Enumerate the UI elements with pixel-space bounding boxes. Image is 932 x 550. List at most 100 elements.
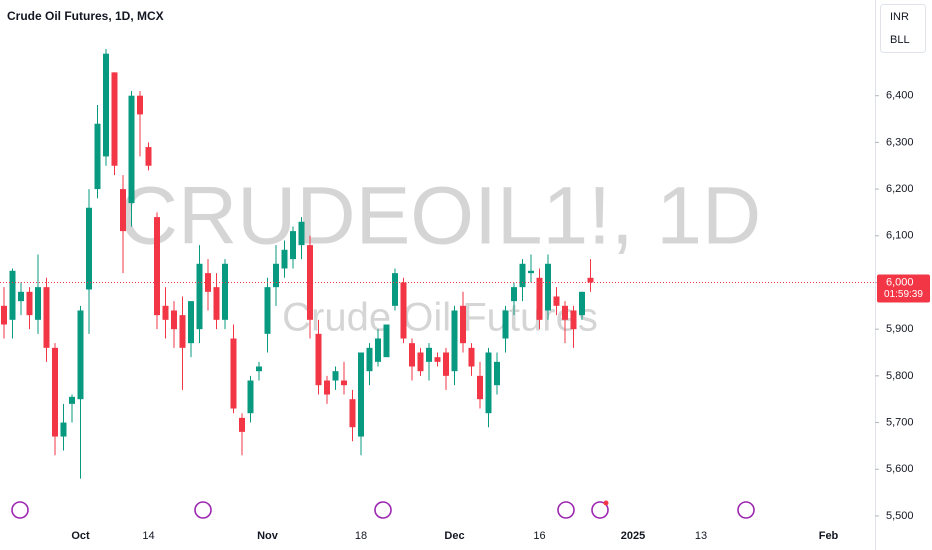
candle-body <box>162 305 169 320</box>
candle-body <box>553 296 560 306</box>
candle-body <box>324 380 330 395</box>
plot-area <box>0 49 875 479</box>
candle-body <box>426 347 432 362</box>
candle-body <box>137 95 143 115</box>
y-tick-label: 6,300 <box>886 136 914 148</box>
x-tick-label: 14 <box>142 530 154 542</box>
candle-body <box>9 270 16 320</box>
candle-body <box>26 291 33 316</box>
candle-body <box>1 305 7 325</box>
candle-body <box>417 352 424 372</box>
candle-body <box>443 352 449 376</box>
event-icon[interactable] <box>11 501 29 519</box>
candle-body <box>35 287 41 320</box>
y-tick-label: 5,900 <box>886 323 914 335</box>
candle-body <box>434 357 441 362</box>
candle-body <box>332 371 339 381</box>
x-tick-label: 13 <box>695 530 707 542</box>
candle-body <box>485 352 492 414</box>
candle-body <box>494 361 500 386</box>
candle-body <box>111 72 118 166</box>
candle-body <box>562 305 568 320</box>
unit[interactable]: BLL <box>890 34 910 46</box>
candle-body <box>519 263 526 288</box>
y-tick-label: 6,200 <box>886 183 914 195</box>
x-tick-label: 16 <box>533 530 545 542</box>
y-tick-label: 5,700 <box>886 416 914 428</box>
x-tick-label: 18 <box>355 530 367 542</box>
x-tick-label: Feb <box>819 530 839 542</box>
candle-body <box>86 207 92 290</box>
x-tick-label: 2025 <box>621 530 645 542</box>
candle-body <box>281 249 288 269</box>
y-tick-label: 5,800 <box>886 370 914 382</box>
x-tick-label: Nov <box>257 530 279 542</box>
candle-body <box>298 221 305 246</box>
candle-body <box>536 277 543 320</box>
watermark: CRUDEOIL1!, 1D <box>119 171 762 262</box>
candle-body <box>154 217 160 316</box>
event-icon[interactable] <box>374 501 392 519</box>
candle-body <box>145 147 152 166</box>
candle-body <box>290 231 296 260</box>
last-price-box <box>877 274 930 303</box>
candle-body <box>358 352 364 437</box>
currency-box[interactable] <box>880 4 926 53</box>
candle-body <box>52 347 58 437</box>
candle-body <box>460 305 466 344</box>
candle-body <box>502 310 509 339</box>
candle-body <box>400 282 407 339</box>
candle-body <box>392 273 398 306</box>
candle-body <box>579 291 585 316</box>
candle-body <box>477 375 483 400</box>
event-dot <box>603 500 609 506</box>
y-tick-label: 6,400 <box>886 90 914 102</box>
candle-body <box>171 310 177 330</box>
event-icon[interactable] <box>194 501 212 519</box>
candle-body <box>375 338 381 362</box>
candle-body <box>341 380 347 386</box>
candle-body <box>545 263 551 311</box>
candle-body <box>587 277 594 283</box>
candle-body <box>196 263 203 330</box>
candle-body <box>43 287 50 348</box>
candle-body <box>18 291 24 302</box>
y-tick-label: 5,600 <box>886 463 914 475</box>
candle-body <box>409 343 415 367</box>
candle-body <box>77 310 84 400</box>
countdown: 01:59:39 <box>884 289 923 300</box>
event-icon[interactable] <box>557 501 575 519</box>
candle-body <box>349 399 356 428</box>
candle-body <box>273 263 279 288</box>
candle-body <box>222 263 228 320</box>
event-icon[interactable] <box>591 501 609 519</box>
candle-body <box>366 347 373 372</box>
candle-body <box>528 270 534 274</box>
y-tick-label: 5,500 <box>886 510 914 522</box>
y-tick-label: 6,100 <box>886 230 914 242</box>
candle-body <box>103 53 109 157</box>
candle-body <box>120 189 126 232</box>
last-price-label: 6,000 <box>886 276 914 288</box>
candle-body <box>230 338 237 409</box>
candle-body <box>468 347 475 367</box>
candle-body <box>69 396 75 404</box>
candle-body <box>60 422 67 437</box>
candle-body <box>188 301 194 344</box>
candle-body <box>256 366 262 372</box>
candle-body <box>264 287 271 334</box>
event-icon[interactable] <box>737 501 755 519</box>
candle-body <box>94 123 101 190</box>
candle-body <box>247 380 254 414</box>
currency[interactable]: INR <box>890 11 909 23</box>
candle-body <box>239 417 245 432</box>
x-tick-label: Dec <box>444 530 464 542</box>
chart-title: Crude Oil Futures, 1D, MCX <box>7 9 164 23</box>
candle-body <box>570 310 577 330</box>
candle-body <box>128 95 135 204</box>
candle-body <box>315 333 322 386</box>
candle-body <box>383 324 390 358</box>
candle-body <box>179 315 186 348</box>
